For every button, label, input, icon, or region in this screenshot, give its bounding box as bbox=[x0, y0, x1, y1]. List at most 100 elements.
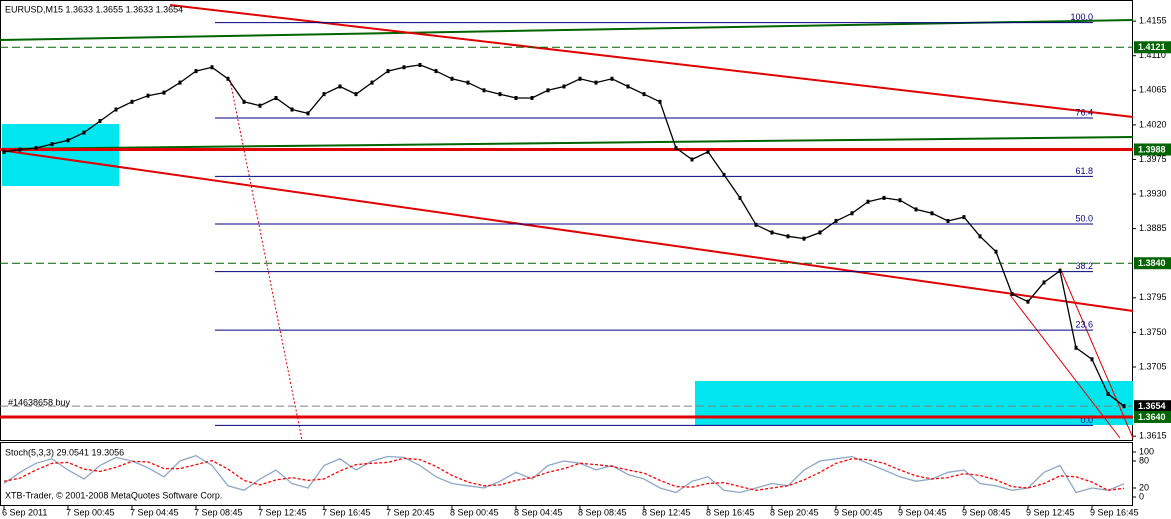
price-bar bbox=[306, 111, 310, 116]
order-label: #14638658 buy bbox=[8, 397, 71, 407]
price-bar bbox=[594, 80, 598, 85]
y-tick-label: 1.3615 bbox=[1139, 431, 1167, 441]
y-tick-label: 80 bbox=[1139, 455, 1149, 465]
y-tick-label: 1.4065 bbox=[1139, 85, 1167, 95]
channel-line bbox=[1059, 267, 1134, 439]
y-tick-label: 1.4110 bbox=[1139, 50, 1166, 60]
price-bar bbox=[530, 95, 534, 100]
price-bar bbox=[578, 76, 582, 81]
fib-label: 38.2 bbox=[1075, 261, 1093, 271]
price-bar bbox=[1090, 357, 1094, 362]
price-bar bbox=[450, 76, 454, 81]
price-bar bbox=[178, 80, 182, 85]
price-bar bbox=[706, 149, 710, 154]
price-box-label: 1.4121 bbox=[1138, 42, 1166, 52]
price-bar bbox=[50, 142, 54, 147]
series-line bbox=[3, 457, 1125, 491]
price-bar bbox=[658, 99, 662, 104]
x-tick-label: 9 Sep 16:45 bbox=[1090, 507, 1139, 517]
y-tick-label: 20 bbox=[1139, 482, 1149, 492]
price-bar bbox=[1042, 280, 1046, 285]
price-bar bbox=[162, 90, 166, 95]
y-tick-label: 1.3930 bbox=[1139, 188, 1167, 198]
price-bar bbox=[914, 207, 918, 212]
fib-label: 100.0 bbox=[1070, 12, 1093, 22]
y-tick-label: 1.4155 bbox=[1139, 16, 1167, 26]
price-bar bbox=[466, 80, 470, 85]
price-bar bbox=[242, 99, 246, 104]
fib-link bbox=[229, 79, 303, 441]
price-bar bbox=[418, 62, 422, 67]
trend-line bbox=[0, 149, 1134, 312]
price-bar bbox=[34, 145, 38, 150]
main-frame bbox=[0, 0, 1133, 441]
x-tick-label: 7 Sep 20:45 bbox=[386, 507, 435, 517]
price-bar bbox=[66, 138, 70, 143]
x-tick-label: 7 Sep 00:45 bbox=[66, 507, 115, 517]
footer: XTB-Trader, © 2001-2008 MetaQuotes Softw… bbox=[5, 490, 222, 500]
price-bar bbox=[722, 172, 726, 177]
price-bar bbox=[1106, 391, 1110, 396]
price-box bbox=[1134, 257, 1171, 270]
series-line bbox=[3, 454, 1125, 494]
price-bar bbox=[1122, 404, 1126, 409]
price-bar bbox=[114, 107, 118, 112]
fib-label: 23.6 bbox=[1075, 319, 1093, 329]
y-tick-label: 1.3975 bbox=[1139, 154, 1167, 164]
x-tick-label: 7 Sep 08:45 bbox=[194, 507, 243, 517]
price-bar bbox=[642, 92, 646, 97]
price-bar bbox=[82, 130, 86, 135]
price-bar bbox=[226, 76, 230, 81]
price-bar bbox=[258, 103, 262, 108]
chart-title: EURUSD,M15 1.3633 1.3655 1.3633 1.3654 bbox=[5, 4, 183, 14]
price-bar bbox=[130, 99, 134, 104]
price-bar bbox=[674, 145, 678, 150]
y-tick-label: 1.3750 bbox=[1139, 327, 1167, 337]
channel-line bbox=[1009, 294, 1121, 439]
x-tick-label: 7 Sep 12:45 bbox=[258, 507, 307, 517]
x-tick-label: 9 Sep 08:45 bbox=[962, 507, 1011, 517]
price-box-label: 1.3654 bbox=[1138, 401, 1166, 411]
price-box-label: 1.3840 bbox=[1138, 258, 1166, 268]
price-bar bbox=[802, 236, 806, 241]
price-bar bbox=[626, 84, 630, 89]
x-tick-label: 9 Sep 04:45 bbox=[898, 507, 947, 517]
price-bar bbox=[994, 249, 998, 254]
y-tick-label: 1.4020 bbox=[1139, 119, 1167, 129]
x-tick-label: 6 Sep 2011 bbox=[2, 507, 47, 517]
price-bar bbox=[770, 230, 774, 235]
y-tick-label: 1.3795 bbox=[1139, 292, 1167, 302]
x-tick-label: 8 Sep 20:45 bbox=[770, 507, 819, 517]
price-bar bbox=[386, 69, 390, 74]
price-bar bbox=[690, 157, 694, 162]
indicator-title: Stoch(5,3,3) 29.0541 19.3056 bbox=[5, 447, 124, 457]
price-bar bbox=[402, 65, 406, 70]
price-box-label: 1.3988 bbox=[1138, 144, 1166, 154]
price-bar bbox=[354, 92, 358, 97]
x-tick-label: 7 Sep 04:45 bbox=[130, 507, 179, 517]
price-bar bbox=[786, 234, 790, 239]
price-bar bbox=[610, 76, 614, 81]
price-bar bbox=[338, 84, 342, 89]
x-tick-label: 9 Sep 00:45 bbox=[834, 507, 883, 517]
price-bar bbox=[754, 222, 758, 227]
price-bar bbox=[322, 92, 326, 97]
price-bar bbox=[274, 95, 278, 100]
price-bar bbox=[1026, 299, 1030, 304]
x-tick-label: 7 Sep 16:45 bbox=[322, 507, 371, 517]
trend-line bbox=[0, 19, 1134, 41]
price-bar bbox=[818, 230, 822, 235]
price-bar bbox=[962, 215, 966, 220]
price-bar bbox=[882, 195, 886, 200]
price-box bbox=[1134, 41, 1171, 54]
price-bar bbox=[482, 88, 486, 93]
price-bar bbox=[2, 149, 6, 154]
price-box bbox=[1134, 410, 1171, 423]
y-tick-label: 100 bbox=[1139, 446, 1154, 456]
price-bar bbox=[514, 95, 518, 100]
price-bar bbox=[1058, 268, 1062, 273]
price-bar bbox=[370, 80, 374, 85]
price-bar bbox=[498, 92, 502, 97]
price-bar bbox=[210, 65, 214, 70]
